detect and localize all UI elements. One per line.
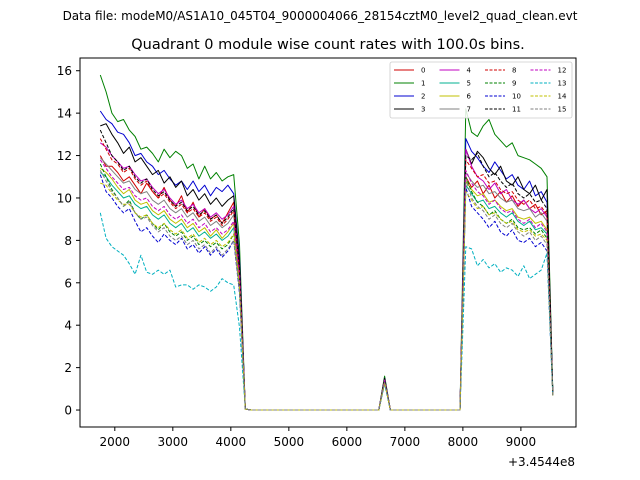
y-axis: 0 2 4 6 8 10 12 14 16	[57, 64, 80, 418]
legend-label-2: 2	[421, 93, 425, 101]
legend-label-10: 10	[512, 93, 521, 101]
legend-label-8: 8	[512, 67, 516, 75]
legend-label-0: 0	[421, 67, 425, 75]
y-tick-label: 10	[57, 191, 72, 205]
x-tick-label: 5000	[274, 435, 305, 449]
figure-suptitle: Data file: modeM0/AS1A10_045T04_90000040…	[63, 9, 578, 23]
x-tick-label: 6000	[332, 435, 363, 449]
y-tick-label: 8	[64, 234, 72, 248]
series-line-8	[99, 138, 554, 411]
legend-label-5: 5	[467, 80, 471, 88]
x-tick-label: 3000	[158, 435, 189, 449]
y-tick-label: 14	[57, 107, 72, 121]
legend-box	[389, 61, 573, 119]
x-offset-label: +3.4544e8	[508, 455, 575, 469]
y-tick-label: 4	[64, 319, 72, 333]
legend-label-9: 9	[512, 80, 516, 88]
y-tick-label: 2	[64, 361, 72, 375]
x-tick-label: 2000	[100, 435, 131, 449]
series-layer	[99, 74, 554, 411]
x-tick-label: 7000	[390, 435, 421, 449]
legend-label-4: 4	[467, 67, 472, 75]
legend-label-13: 13	[558, 80, 567, 88]
legend-label-12: 12	[558, 67, 567, 75]
legend-label-3: 3	[421, 106, 425, 114]
legend-label-11: 11	[512, 106, 521, 114]
chart-title: Quadrant 0 module wise count rates with …	[131, 37, 525, 53]
legend-label-7: 7	[467, 106, 471, 114]
series-line-13	[99, 212, 554, 411]
series-line-15	[99, 170, 554, 411]
y-tick-label: 6	[64, 276, 72, 290]
y-tick-label: 16	[57, 64, 72, 78]
x-tick-label: 9000	[506, 435, 537, 449]
plot-area	[80, 58, 576, 427]
y-tick-label: 12	[57, 149, 72, 163]
legend-label-15: 15	[558, 106, 567, 114]
x-tick-label: 4000	[216, 435, 247, 449]
y-tick-label: 0	[64, 404, 72, 418]
legend-label-1: 1	[421, 80, 425, 88]
legend-label-6: 6	[467, 93, 472, 101]
x-axis: 2000 3000 4000 5000 6000 7000 8000 9000	[100, 427, 537, 449]
plot-frame	[79, 57, 577, 428]
legend-label-14: 14	[558, 93, 567, 101]
x-tick-label: 8000	[448, 435, 479, 449]
